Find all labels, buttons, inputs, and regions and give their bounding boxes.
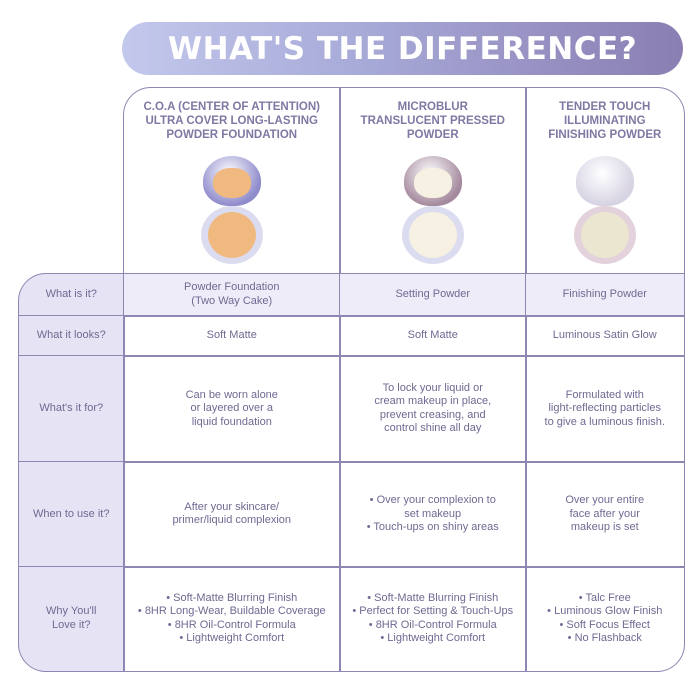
usage-item: Touch-ups on shiny areas (367, 521, 498, 535)
benefit-item: 8HR Oil-Control Formula (352, 619, 513, 633)
table-cell: Soft-Matte Blurring Finish8HR Long-Wear,… (123, 566, 341, 672)
product-image (570, 156, 640, 266)
table-cell: To lock your liquid or cream makeup in p… (339, 355, 527, 463)
table-cell: Soft-Matte Blurring FinishPerfect for Se… (339, 566, 527, 672)
benefit-list: Talc FreeLuminous Glow FinishSoft Focus … (547, 592, 662, 646)
product-header: C.O.A (CENTER OF ATTENTION) ULTRA COVER … (123, 87, 341, 275)
benefit-item: Talc Free (547, 592, 662, 606)
row-label: When to use it? (18, 461, 125, 568)
title-banner: WHAT'S THE DIFFERENCE? (122, 22, 683, 75)
benefit-item: Lightweight Comfort (138, 632, 326, 646)
table-cell: After your skincare/ primer/liquid compl… (123, 461, 341, 568)
cell-text: Powder Foundation (Two Way Cake) (184, 281, 280, 307)
row-label-text: What's it for? (39, 402, 104, 414)
product-header: MICROBLUR TRANSLUCENT PRESSED POWDER (339, 87, 527, 275)
row-label-text: When to use it? (33, 507, 110, 520)
cell-text: Over your entire face after your makeup … (565, 494, 645, 533)
usage-item: Over your complexion to set makeup (367, 494, 499, 521)
table-cell: Over your entire face after your makeup … (525, 461, 685, 568)
table-cell: Over your complexion to set makeupTouch-… (339, 461, 527, 568)
table-cell: Luminous Satin Glow (525, 315, 685, 357)
table-cell: Soft Matte (339, 315, 527, 357)
page-title: WHAT'S THE DIFFERENCE? (167, 30, 638, 67)
cell-text: To lock your liquid or cream makeup in p… (374, 381, 492, 435)
table-cell: Finishing Powder (525, 273, 685, 317)
benefit-item: 8HR Long-Wear, Buildable Coverage (138, 605, 326, 619)
product-title: C.O.A (CENTER OF ATTENTION) ULTRA COVER … (143, 101, 321, 141)
benefit-item: Perfect for Setting & Touch-Ups (352, 605, 513, 619)
benefit-item: 8HR Oil-Control Formula (138, 619, 326, 633)
benefit-item: Lightweight Comfort (352, 632, 513, 646)
product-title: TENDER TOUCH ILLUMINATING FINISHING POWD… (548, 101, 662, 141)
usage-list: Over your complexion to set makeupTouch-… (367, 494, 499, 535)
benefit-item: No Flashback (547, 632, 662, 646)
product-title: MICROBLUR TRANSLUCENT PRESSED POWDER (360, 101, 505, 141)
table-cell: Setting Powder (339, 273, 527, 317)
benefit-item: Soft-Matte Blurring Finish (352, 592, 513, 606)
table-cell: Soft Matte (123, 315, 341, 357)
benefit-item: Luminous Glow Finish (547, 605, 662, 619)
cell-text: Can be worn alone or layered over a liqu… (185, 388, 278, 428)
row-label: What it looks? (18, 315, 125, 357)
cell-text: Soft Matte (407, 329, 458, 341)
table-cell: Formulated with light-reflecting particl… (525, 355, 685, 463)
product-image (398, 156, 468, 266)
row-label-text: Why You'll Love it? (46, 605, 97, 631)
benefit-list: Soft-Matte Blurring FinishPerfect for Se… (352, 592, 513, 646)
cell-text: Formulated with light-reflecting particl… (544, 388, 665, 428)
product-header: TENDER TOUCH ILLUMINATING FINISHING POWD… (525, 87, 685, 275)
cell-text: Luminous Satin Glow (552, 329, 657, 341)
row-label-text: What it looks? (36, 329, 106, 341)
row-label-text: What is it? (45, 288, 97, 300)
row-label: What is it? (18, 273, 125, 317)
benefit-item: Soft Focus Effect (547, 619, 662, 633)
table-cell: Can be worn alone or layered over a liqu… (123, 355, 341, 463)
cell-text: Soft Matte (206, 329, 257, 341)
cell-text: Finishing Powder (562, 288, 647, 300)
row-label: What's it for? (18, 355, 125, 463)
benefit-item: Soft-Matte Blurring Finish (138, 592, 326, 606)
table-cell: Talc FreeLuminous Glow FinishSoft Focus … (525, 566, 685, 672)
row-label: Why You'll Love it? (18, 566, 125, 672)
cell-text: After your skincare/ primer/liquid compl… (172, 500, 292, 527)
benefit-list: Soft-Matte Blurring Finish8HR Long-Wear,… (138, 592, 326, 646)
cell-text: Setting Powder (395, 288, 471, 300)
table-cell: Powder Foundation (Two Way Cake) (123, 273, 341, 317)
product-image (197, 156, 267, 266)
